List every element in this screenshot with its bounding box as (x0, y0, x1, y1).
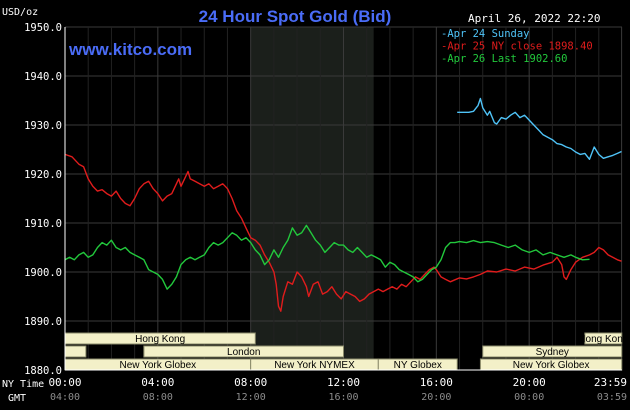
session-label: New York Globex (513, 360, 590, 371)
website-label: www.kitco.com (68, 40, 192, 59)
session-bar (482, 345, 623, 358)
session-label: New York NYMEX (274, 360, 355, 371)
chart-title: 24 Hour Spot Gold (Bid) (199, 7, 392, 26)
x-tick-label-gmt: 12:00 (236, 392, 266, 403)
gmt-row-label: GMT (8, 393, 26, 404)
session-label: NY Globex (394, 360, 442, 371)
legend-entry-1: -Apr 24 Sunday (441, 28, 530, 40)
x-tick-label-gmt: 04:00 (50, 392, 80, 403)
x-tick-label-ny: 20:00 (513, 376, 546, 389)
y-tick-label: 1920.0 (24, 169, 62, 181)
x-tick-label-gmt: 08:00 (143, 392, 173, 403)
y-tick-label: 1890.0 (24, 316, 62, 328)
x-tick-label-ny: 23:59 (594, 376, 627, 389)
session-label: London (227, 347, 260, 358)
unit-label: USD/oz (2, 7, 38, 18)
series-line-2 (64, 153, 622, 312)
y-tick-label: 1910.0 (24, 218, 62, 230)
x-tick-label-ny: 04:00 (141, 376, 174, 389)
series-lines (64, 97, 622, 312)
x-tick-label-ny: 16:00 (420, 376, 453, 389)
y-tick-label: 1900.0 (24, 267, 62, 279)
session-label: New York Globex (119, 360, 196, 371)
session-bar (584, 332, 623, 345)
session-label: Hong Kong (135, 334, 185, 345)
session-bar (64, 345, 87, 358)
x-tick-label-gmt: 20:00 (421, 392, 451, 403)
axes: 1950.0 1940.0 1930.0 1920.0 1910.0 1900.0 1890… (24, 22, 627, 403)
x-tick-label-gmt: 00:00 (514, 392, 544, 403)
session-bar (143, 345, 344, 358)
x-tick-label-gmt: 16:00 (328, 392, 358, 403)
session-label: Hong Kong (578, 334, 628, 345)
x-tick-label-gmt: 03:59 (597, 392, 627, 403)
x-tick-label-ny: 12:00 (327, 376, 360, 389)
series-line-3 (64, 224, 590, 290)
legend-entry-2: -Apr 25 NY close 1898.40 (441, 41, 593, 53)
y-tick-label: 1930.0 (24, 120, 62, 132)
x-tick-label-ny: 08:00 (234, 376, 267, 389)
trading-sessions: Hong Kong Hong Kong London Sydney New York G… (64, 332, 628, 371)
ny-time-row-label: NY Time (2, 379, 44, 390)
y-tick-label: 1880.0 (24, 365, 62, 377)
timestamp: April 26, 2022 22:20 (468, 12, 600, 25)
y-tick-label: 1940.0 (24, 71, 62, 83)
legend: -Apr 24 Sunday-Apr 25 NY close 1898.40-A… (441, 28, 593, 65)
y-tick-label: 1950.0 (24, 22, 62, 34)
legend-entry-3: -Apr 26 Last 1902.60 (441, 53, 567, 65)
session-label: Sydney (536, 347, 569, 358)
nymex-shaded-band (250, 27, 374, 370)
x-tick-label-ny: 00:00 (48, 376, 81, 389)
series-line-1 (457, 97, 622, 160)
